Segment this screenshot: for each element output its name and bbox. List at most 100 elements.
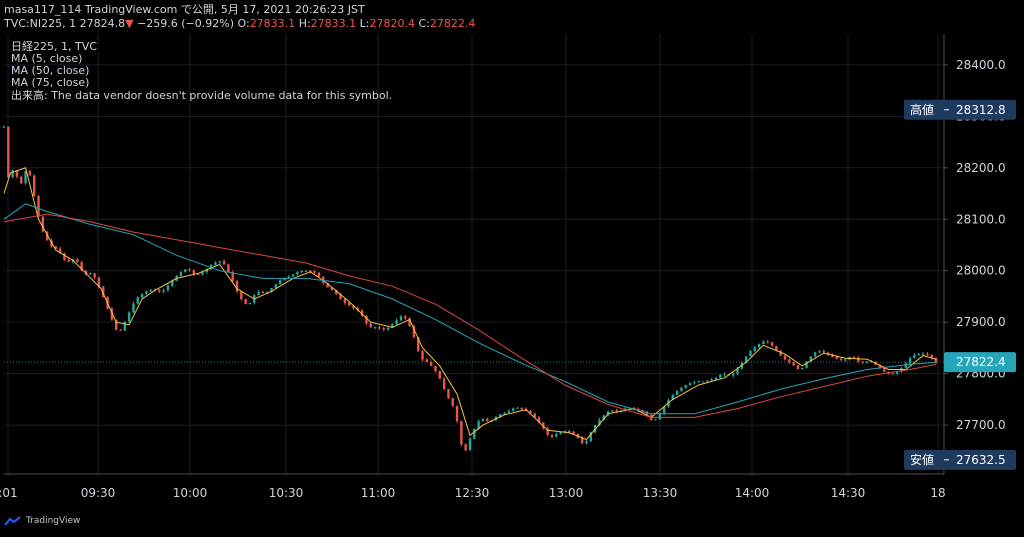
candle-body	[637, 409, 640, 411]
candle-body	[343, 299, 347, 303]
candle-body	[136, 297, 139, 304]
high-badge-label: 高値	[910, 102, 934, 117]
candle-body	[296, 272, 299, 275]
chart-header-line2: TVC:NI225, 1 27824.8▼ −259.6 (−0.92%) O:…	[4, 17, 475, 30]
legend-ma50[interactable]: MA (50, close)	[11, 64, 90, 77]
candle-body	[783, 355, 787, 360]
candle-body	[28, 171, 32, 176]
candle-body	[839, 358, 843, 361]
candle-body	[499, 414, 502, 417]
x-tick-label: 14:30	[831, 486, 866, 500]
candle-body	[503, 412, 506, 415]
low-badge: 安値 27632.5	[904, 449, 1016, 470]
candle-body	[11, 170, 14, 178]
candle-body	[857, 357, 860, 362]
candle-body	[330, 287, 334, 291]
candle-body	[770, 342, 774, 346]
candle-body	[149, 289, 152, 292]
candle-body	[511, 408, 515, 411]
candle-body	[365, 315, 368, 324]
candle-body	[611, 410, 614, 412]
candle-body	[520, 407, 523, 410]
tradingview-logo-icon	[4, 516, 21, 526]
candle-body	[123, 321, 127, 331]
candle-body	[80, 262, 83, 271]
legend-volume[interactable]: 出来高: The data vendor doesn't provide vol…	[11, 89, 393, 102]
high-badge: 高値 28312.8	[904, 99, 1016, 120]
candle-body	[788, 359, 791, 363]
brand-label: TradingView	[26, 516, 81, 526]
low-badge-label: 安値	[910, 452, 934, 467]
candle-body	[934, 357, 938, 363]
candle-body	[455, 405, 459, 422]
candle-body	[822, 351, 826, 353]
candle-body	[84, 270, 88, 275]
header-publisher: masa117_114 TradingView.com で公開, 5月 17, …	[4, 3, 365, 16]
candle-body	[304, 270, 308, 272]
candle-body	[188, 269, 191, 271]
candle-body	[67, 259, 70, 262]
candle-body	[417, 336, 420, 352]
candle-body	[555, 434, 558, 437]
candle-body	[757, 344, 761, 348]
candle-body	[801, 367, 804, 370]
candle-body	[796, 365, 800, 370]
candle-body	[33, 175, 36, 197]
candle-body	[792, 362, 795, 366]
candle-body	[391, 324, 394, 328]
candle-body	[313, 271, 316, 273]
candle-body	[736, 368, 739, 374]
candle-body	[227, 264, 230, 273]
high-value: 27833.1	[310, 17, 357, 30]
candle-body	[809, 356, 813, 362]
candle-body	[93, 273, 96, 278]
candle-body	[550, 434, 554, 437]
candle-body	[266, 291, 269, 294]
legend-ma75[interactable]: MA (75, close)	[11, 76, 90, 89]
legend-symbol[interactable]: 日経225, 1, TVC	[11, 40, 97, 53]
header-last-price: 27824.8	[79, 17, 126, 30]
candle-body	[710, 379, 713, 381]
candle-body	[671, 394, 674, 401]
candle-body	[209, 264, 213, 269]
candle-body	[322, 276, 325, 283]
candle-body	[451, 398, 454, 406]
candle-body	[438, 371, 441, 379]
candle-body	[714, 377, 718, 380]
current-price-badge-value: 27822.4	[956, 355, 1006, 369]
x-tick-label: 10:00	[173, 486, 208, 500]
candle-body	[283, 277, 286, 281]
y-tick-label: 28200.0	[956, 161, 1006, 175]
candle-body	[507, 410, 511, 413]
candle-body	[701, 381, 705, 383]
y-tick-label: 27700.0	[956, 418, 1006, 432]
high-badge-bg	[904, 99, 1016, 120]
candle-body	[481, 418, 485, 422]
x-tick-label: 18	[930, 486, 945, 500]
x-tick-label: 13:00	[549, 486, 584, 500]
candle-body	[693, 382, 696, 384]
legend-ma5[interactable]: MA (5, close)	[11, 52, 83, 65]
candle-body	[675, 391, 679, 395]
candle-body	[196, 273, 200, 275]
candle-body	[127, 312, 131, 322]
candle-body	[926, 353, 929, 355]
candle-body	[563, 430, 567, 433]
candle-body	[585, 441, 588, 444]
candle-body	[460, 421, 463, 445]
candle-body	[352, 305, 355, 309]
candle-body	[477, 421, 480, 429]
candle-body	[878, 364, 882, 368]
x-tick-label: 11:00	[361, 486, 396, 500]
candle-body	[339, 293, 342, 300]
candle-body	[41, 216, 45, 232]
candle-body	[654, 419, 657, 421]
candle-body	[908, 358, 912, 364]
candle-body	[119, 329, 122, 331]
candle-body	[749, 351, 752, 357]
candle-body	[20, 176, 23, 184]
candle-body	[805, 361, 808, 368]
tradingview-logo[interactable]: TradingView	[4, 516, 80, 526]
candle-body	[240, 291, 243, 300]
